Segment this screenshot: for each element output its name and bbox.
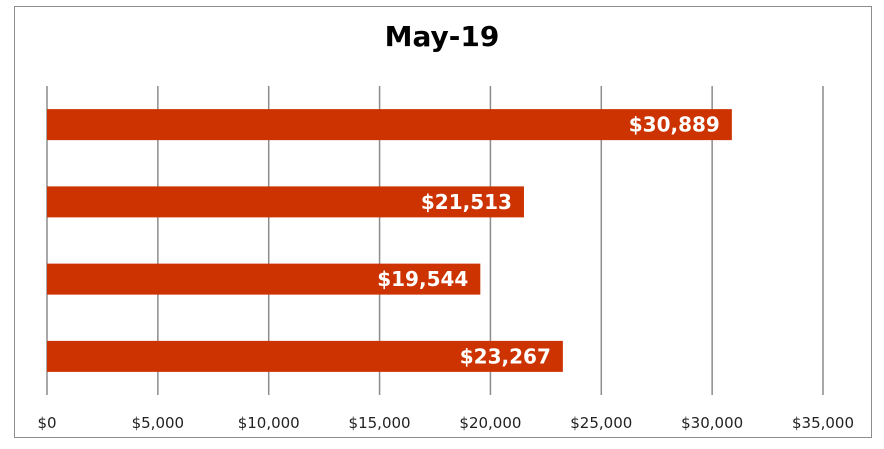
x-tick-label: $5,000 bbox=[132, 414, 185, 432]
data-labels: $30,889 $21,513 $19,544 $23,267 bbox=[377, 113, 720, 369]
x-tick-label: $20,000 bbox=[459, 414, 521, 432]
x-tick-label: $0 bbox=[37, 414, 56, 432]
bar bbox=[47, 340, 563, 372]
x-tick-label: $30,000 bbox=[681, 414, 743, 432]
x-tick-label: $35,000 bbox=[792, 414, 854, 432]
x-tick-label: $15,000 bbox=[349, 414, 411, 432]
bar bbox=[47, 186, 524, 218]
bar bbox=[47, 109, 732, 141]
bar-value-label: $30,889 bbox=[629, 113, 720, 137]
x-tick-label: $10,000 bbox=[238, 414, 300, 432]
bar-value-label: $21,513 bbox=[421, 190, 512, 214]
bar-value-label: $19,544 bbox=[377, 267, 468, 291]
x-tick-label: $25,000 bbox=[570, 414, 632, 432]
bars bbox=[47, 109, 732, 372]
bar-value-label: $23,267 bbox=[460, 344, 551, 368]
bar bbox=[47, 263, 481, 295]
x-axis-ticks: $0 $5,000 $10,000 $15,000 $20,000 $25,000 $30,… bbox=[37, 414, 854, 432]
chart-title: May-19 bbox=[384, 20, 500, 53]
